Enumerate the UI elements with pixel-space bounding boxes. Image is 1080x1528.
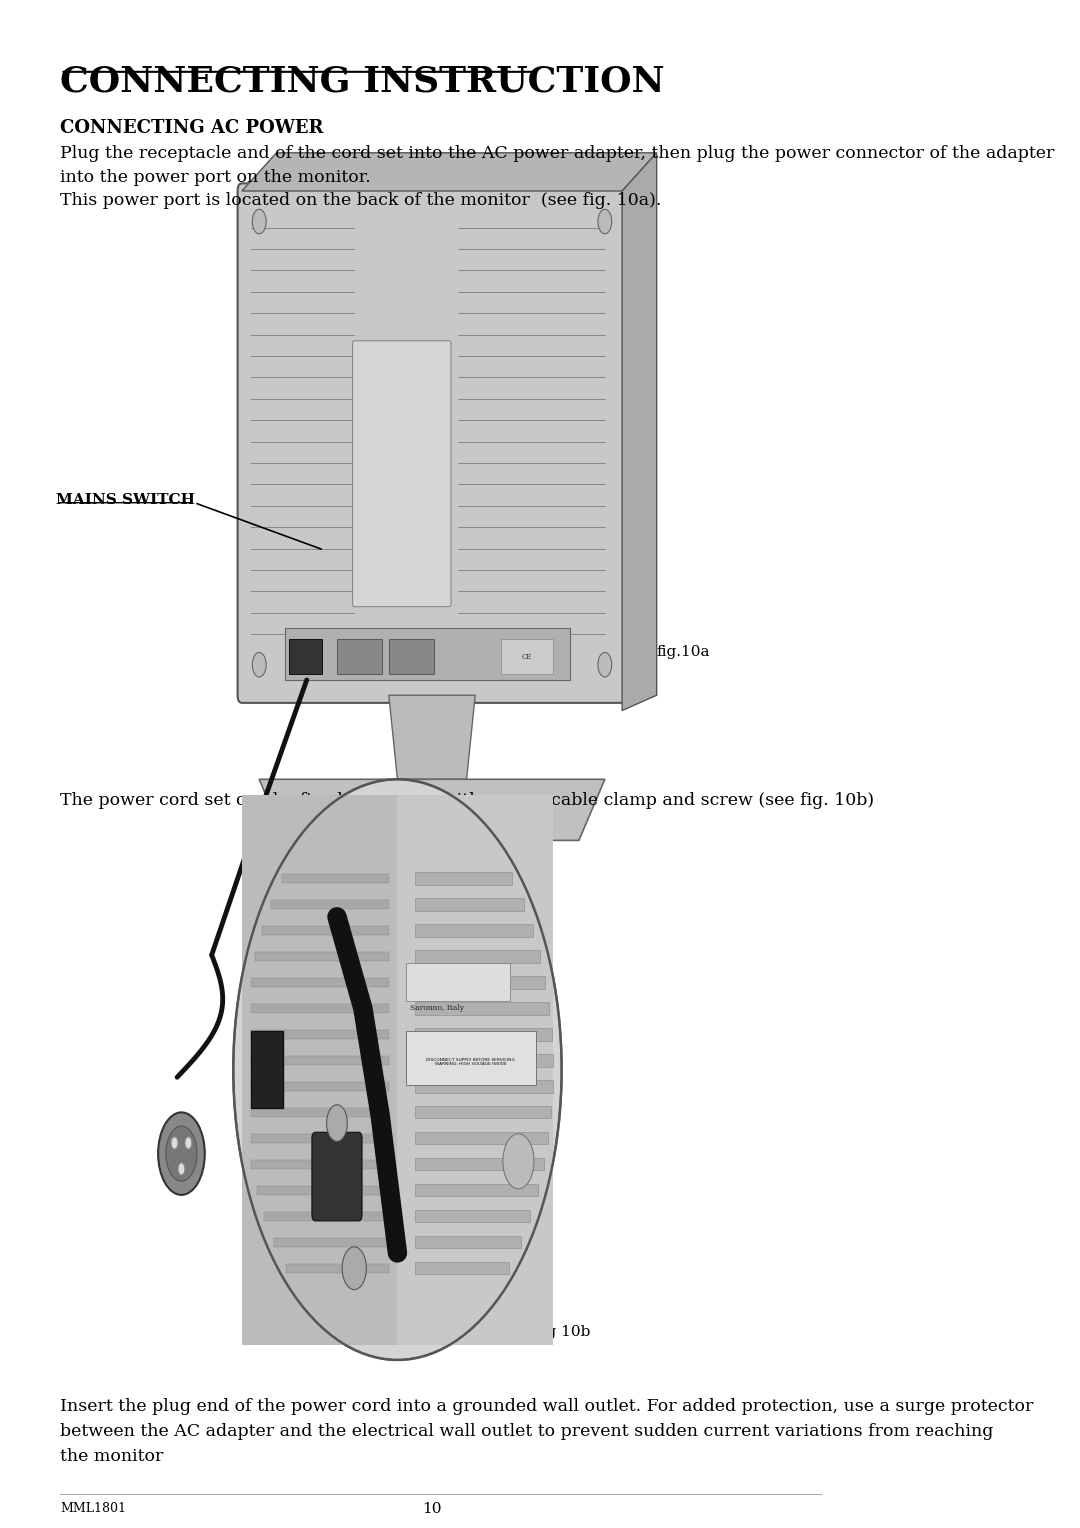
Text: Saronno, Italy: Saronno, Italy bbox=[410, 1004, 464, 1013]
Text: MAINS SWITCH: MAINS SWITCH bbox=[56, 492, 195, 507]
FancyBboxPatch shape bbox=[415, 1002, 550, 1015]
FancyBboxPatch shape bbox=[274, 1238, 389, 1247]
FancyBboxPatch shape bbox=[262, 926, 389, 935]
FancyBboxPatch shape bbox=[265, 1212, 389, 1221]
Polygon shape bbox=[259, 779, 605, 840]
FancyBboxPatch shape bbox=[415, 1054, 553, 1067]
Text: CE: CE bbox=[522, 652, 532, 662]
Polygon shape bbox=[242, 153, 657, 191]
FancyBboxPatch shape bbox=[242, 795, 397, 1345]
Circle shape bbox=[253, 209, 266, 234]
FancyBboxPatch shape bbox=[415, 950, 540, 963]
Circle shape bbox=[503, 1134, 534, 1189]
Text: Plug the receptacle and of the cord set into the AC power adapter, then plug the: Plug the receptacle and of the cord set … bbox=[60, 145, 1055, 209]
Circle shape bbox=[171, 1137, 178, 1149]
FancyBboxPatch shape bbox=[397, 795, 553, 1345]
Circle shape bbox=[233, 779, 562, 1360]
Polygon shape bbox=[622, 153, 657, 711]
FancyBboxPatch shape bbox=[415, 1158, 544, 1170]
FancyBboxPatch shape bbox=[406, 963, 510, 1001]
Polygon shape bbox=[389, 695, 475, 779]
FancyBboxPatch shape bbox=[251, 978, 389, 987]
FancyBboxPatch shape bbox=[415, 898, 524, 911]
FancyBboxPatch shape bbox=[251, 1031, 283, 1108]
FancyBboxPatch shape bbox=[251, 1160, 389, 1169]
FancyBboxPatch shape bbox=[415, 1184, 538, 1196]
Text: Insert the plug end of the power cord into a grounded wall outlet. For added pro: Insert the plug end of the power cord in… bbox=[60, 1398, 1034, 1465]
Circle shape bbox=[598, 652, 611, 677]
FancyBboxPatch shape bbox=[406, 1031, 536, 1085]
Circle shape bbox=[326, 1105, 348, 1141]
FancyBboxPatch shape bbox=[415, 1262, 509, 1274]
FancyBboxPatch shape bbox=[501, 639, 553, 674]
FancyBboxPatch shape bbox=[415, 1028, 552, 1041]
FancyBboxPatch shape bbox=[251, 1004, 389, 1013]
FancyBboxPatch shape bbox=[415, 1106, 551, 1118]
FancyBboxPatch shape bbox=[352, 341, 451, 607]
Circle shape bbox=[158, 1112, 205, 1195]
Text: MML1801: MML1801 bbox=[60, 1502, 126, 1516]
Text: DISCONNECT SUPPLY BEFORE SERVICING
WARNING: HIGH VOLTAGE INSIDE: DISCONNECT SUPPLY BEFORE SERVICING WARNI… bbox=[427, 1057, 515, 1067]
FancyBboxPatch shape bbox=[283, 874, 389, 883]
FancyBboxPatch shape bbox=[251, 1056, 389, 1065]
FancyBboxPatch shape bbox=[415, 1080, 553, 1093]
Circle shape bbox=[185, 1137, 192, 1149]
FancyBboxPatch shape bbox=[251, 1134, 389, 1143]
FancyBboxPatch shape bbox=[415, 1132, 549, 1144]
FancyBboxPatch shape bbox=[271, 900, 389, 909]
FancyBboxPatch shape bbox=[255, 952, 389, 961]
FancyBboxPatch shape bbox=[312, 1132, 362, 1221]
FancyBboxPatch shape bbox=[289, 639, 322, 674]
FancyBboxPatch shape bbox=[285, 628, 570, 680]
Text: CONNECTING AC POWER: CONNECTING AC POWER bbox=[60, 119, 324, 138]
FancyBboxPatch shape bbox=[238, 183, 626, 703]
FancyBboxPatch shape bbox=[251, 1030, 389, 1039]
Circle shape bbox=[598, 209, 611, 234]
FancyBboxPatch shape bbox=[257, 1186, 389, 1195]
FancyBboxPatch shape bbox=[251, 1108, 389, 1117]
FancyBboxPatch shape bbox=[337, 639, 382, 674]
FancyBboxPatch shape bbox=[415, 924, 532, 937]
FancyBboxPatch shape bbox=[415, 1236, 521, 1248]
Text: fig.10a: fig.10a bbox=[657, 645, 711, 660]
FancyBboxPatch shape bbox=[286, 1264, 389, 1273]
Circle shape bbox=[253, 652, 266, 677]
Text: 10: 10 bbox=[422, 1502, 442, 1516]
Circle shape bbox=[178, 1163, 185, 1175]
Text: CONNECTING INSTRUCTION: CONNECTING INSTRUCTION bbox=[60, 64, 665, 98]
Circle shape bbox=[166, 1126, 197, 1181]
FancyBboxPatch shape bbox=[251, 1082, 389, 1091]
FancyBboxPatch shape bbox=[415, 976, 545, 989]
Text: The power cord set can be fixed to cabinet with proper cable clamp and screw (se: The power cord set can be fixed to cabin… bbox=[60, 792, 875, 808]
FancyBboxPatch shape bbox=[389, 639, 434, 674]
Text: fig 10b: fig 10b bbox=[536, 1325, 590, 1340]
FancyBboxPatch shape bbox=[415, 1210, 530, 1222]
FancyBboxPatch shape bbox=[415, 872, 512, 885]
Circle shape bbox=[342, 1247, 366, 1290]
